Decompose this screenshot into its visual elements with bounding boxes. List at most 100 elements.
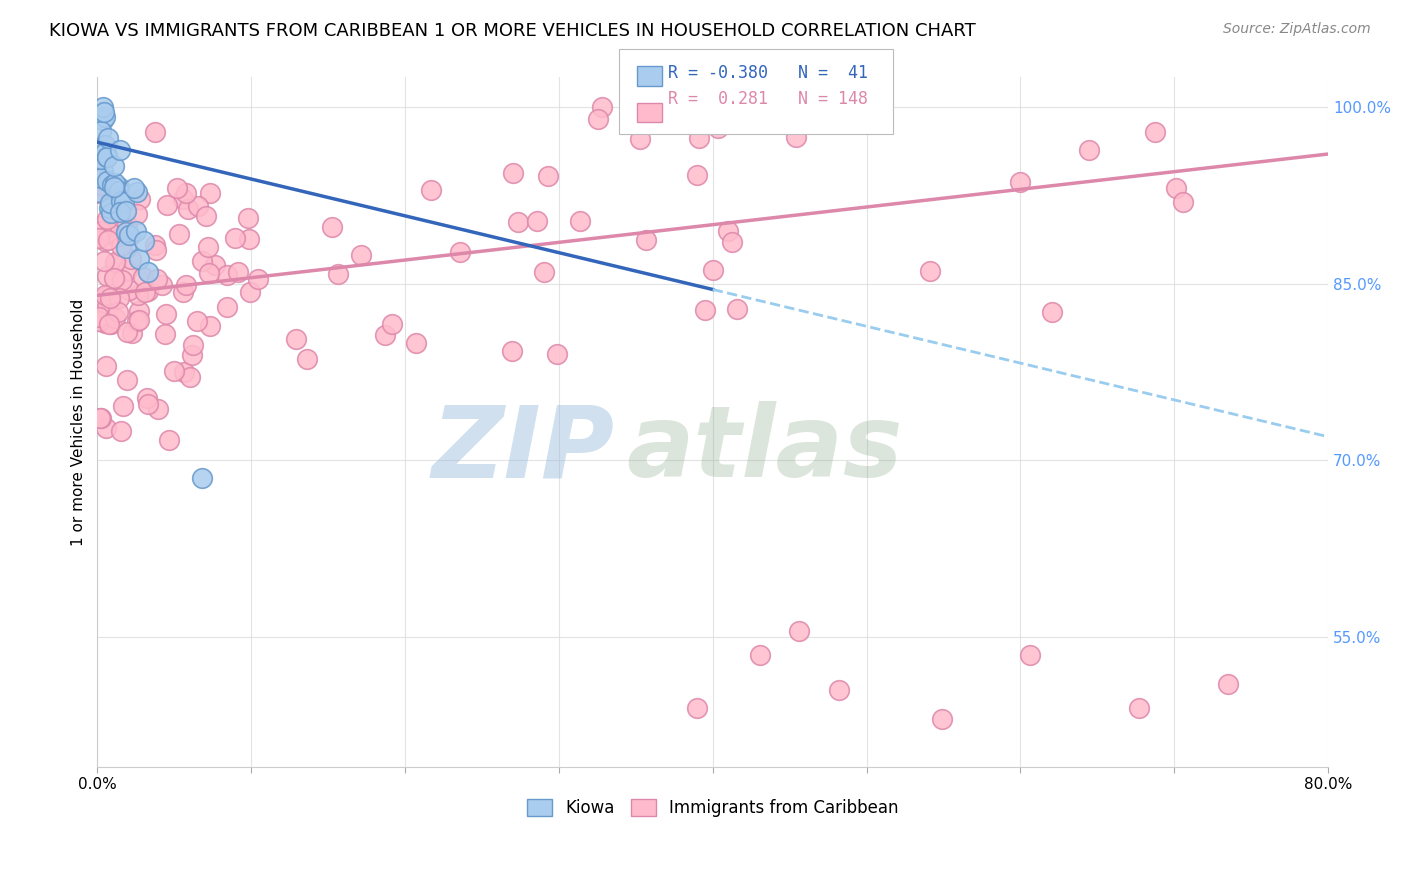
Point bbox=[128, 313, 150, 327]
Point bbox=[191, 471, 214, 485]
Point bbox=[94, 421, 117, 435]
Point bbox=[127, 314, 149, 328]
Point bbox=[136, 265, 159, 279]
Point bbox=[787, 624, 810, 639]
Point bbox=[134, 234, 156, 248]
Point bbox=[246, 272, 269, 286]
Point bbox=[226, 265, 249, 279]
Point bbox=[449, 245, 471, 260]
Point bbox=[97, 317, 120, 331]
Point bbox=[1171, 195, 1194, 210]
Point bbox=[103, 160, 125, 174]
Point bbox=[89, 219, 111, 233]
Point bbox=[1019, 648, 1042, 662]
Point bbox=[94, 145, 117, 159]
Point bbox=[93, 254, 115, 268]
Point bbox=[785, 129, 807, 144]
Point bbox=[146, 272, 169, 286]
Point bbox=[236, 211, 259, 225]
Point bbox=[98, 225, 121, 239]
Point bbox=[110, 239, 132, 253]
Point bbox=[93, 163, 115, 178]
Point bbox=[526, 214, 548, 228]
Point bbox=[502, 166, 524, 180]
Point bbox=[94, 137, 117, 152]
Point bbox=[107, 305, 129, 319]
Point bbox=[628, 131, 651, 145]
Point bbox=[215, 268, 238, 283]
Point bbox=[98, 195, 121, 210]
Point bbox=[97, 233, 120, 247]
Point bbox=[143, 125, 166, 139]
Point bbox=[97, 131, 120, 145]
Point bbox=[111, 399, 134, 413]
Point bbox=[546, 346, 568, 360]
Text: R =  0.281   N = 148: R = 0.281 N = 148 bbox=[668, 90, 868, 108]
Point bbox=[135, 391, 157, 405]
Point bbox=[725, 302, 748, 317]
Legend: Kiowa, Immigrants from Caribbean: Kiowa, Immigrants from Caribbean bbox=[520, 792, 905, 823]
Point bbox=[239, 285, 262, 299]
Point bbox=[100, 206, 122, 220]
Point bbox=[90, 224, 112, 238]
Point bbox=[90, 178, 112, 192]
Point bbox=[96, 150, 118, 164]
Point bbox=[420, 183, 443, 197]
Point bbox=[87, 185, 110, 199]
Point bbox=[87, 310, 110, 324]
Point bbox=[124, 180, 146, 194]
Point bbox=[136, 397, 159, 411]
Point bbox=[132, 269, 155, 284]
Point bbox=[87, 141, 110, 155]
Point bbox=[721, 235, 744, 250]
Point bbox=[117, 263, 139, 277]
Point bbox=[89, 313, 111, 327]
Point bbox=[96, 289, 118, 303]
Point bbox=[91, 100, 114, 114]
Point bbox=[749, 648, 772, 662]
Point bbox=[155, 307, 177, 321]
Point bbox=[110, 273, 132, 287]
Point bbox=[717, 224, 740, 238]
Point bbox=[157, 433, 180, 447]
Point bbox=[501, 344, 523, 359]
Point bbox=[198, 318, 221, 333]
Point bbox=[145, 243, 167, 257]
Point bbox=[1128, 700, 1150, 714]
Point bbox=[128, 304, 150, 318]
Point bbox=[224, 230, 246, 244]
Point bbox=[129, 192, 152, 206]
Point bbox=[1144, 125, 1167, 139]
Point bbox=[702, 262, 724, 277]
Point bbox=[96, 150, 118, 164]
Point bbox=[238, 232, 260, 246]
Point bbox=[108, 180, 131, 194]
Point bbox=[506, 214, 529, 228]
Point bbox=[96, 300, 118, 314]
Text: ZIP: ZIP bbox=[432, 401, 614, 498]
Point bbox=[117, 373, 139, 387]
Point bbox=[1008, 176, 1031, 190]
Point bbox=[98, 201, 121, 215]
Point bbox=[96, 268, 118, 283]
Point bbox=[181, 348, 204, 362]
Point bbox=[1218, 677, 1240, 691]
Point bbox=[96, 211, 118, 226]
Point bbox=[634, 233, 657, 247]
Point bbox=[89, 153, 111, 168]
Point bbox=[537, 169, 560, 184]
Point bbox=[94, 145, 117, 160]
Point bbox=[217, 300, 239, 314]
Point bbox=[90, 152, 112, 166]
Point bbox=[103, 180, 125, 194]
Point bbox=[108, 184, 131, 198]
Point bbox=[121, 326, 143, 341]
Point bbox=[173, 366, 195, 380]
Point bbox=[588, 112, 610, 126]
Point bbox=[568, 214, 591, 228]
Point bbox=[181, 338, 204, 352]
Point bbox=[90, 411, 112, 425]
Point bbox=[321, 220, 343, 235]
Text: Source: ZipAtlas.com: Source: ZipAtlas.com bbox=[1223, 22, 1371, 37]
Point bbox=[176, 202, 198, 216]
